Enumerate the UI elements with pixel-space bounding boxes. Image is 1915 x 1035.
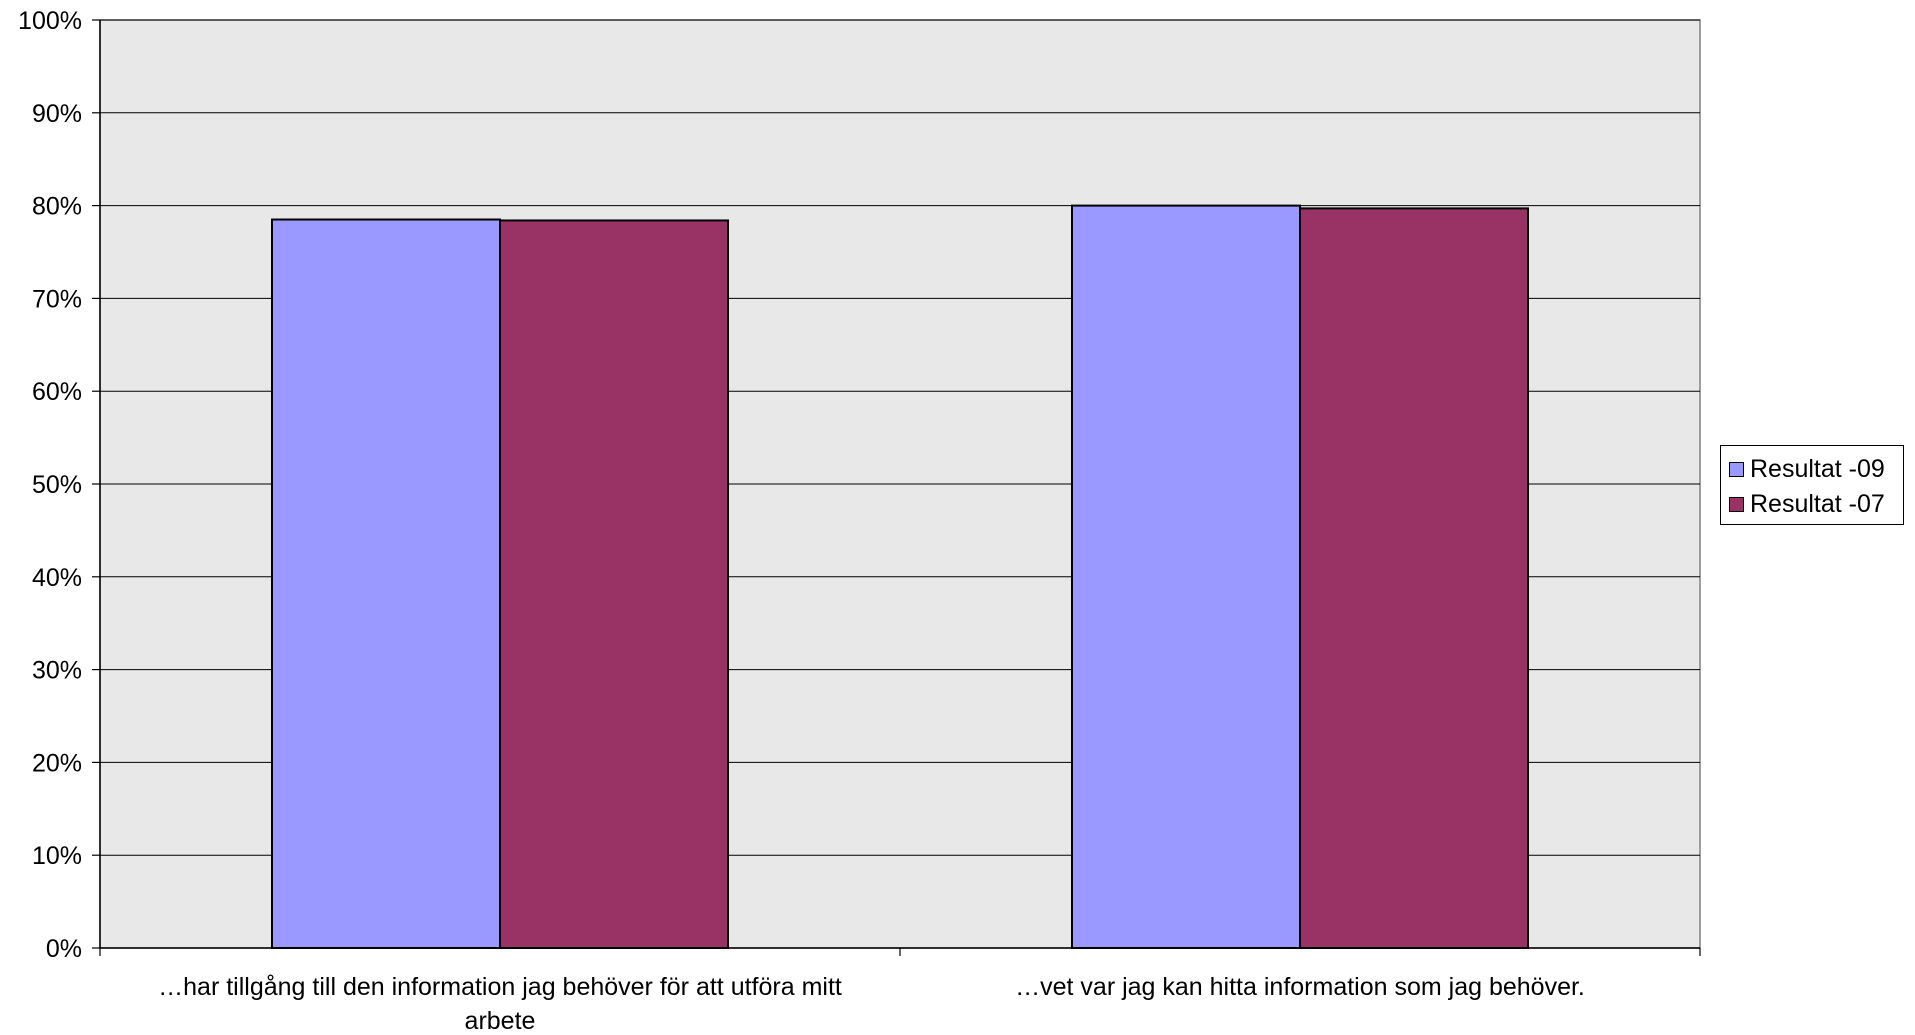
y-tick-label: 50% — [32, 471, 82, 499]
y-tick-label: 0% — [46, 935, 82, 963]
bar — [1299, 207, 1529, 950]
y-tick-label: 90% — [32, 100, 82, 128]
y-tick-label: 10% — [32, 842, 82, 870]
legend-swatch-series-2 — [1729, 497, 1744, 512]
legend-swatch-series-1 — [1729, 462, 1744, 477]
bar — [271, 218, 501, 949]
chart-legend: Resultat -09 Resultat -07 — [1720, 445, 1904, 525]
bar — [1071, 204, 1301, 950]
x-category-label: arbete — [465, 1007, 536, 1030]
y-tick-label: 100% — [18, 7, 82, 35]
y-tick-label: 40% — [32, 564, 82, 592]
y-tick-label: 70% — [32, 285, 82, 313]
legend-label-series-2: Resultat -07 — [1750, 490, 1885, 518]
y-tick-label: 20% — [32, 749, 82, 777]
bar — [499, 219, 729, 949]
y-tick-label: 60% — [32, 378, 82, 406]
x-category-label: …har tillgång till den information jag b… — [158, 973, 842, 1001]
legend-item-series-1: Resultat -09 — [1729, 452, 1903, 487]
x-category-label: …vet var jag kan hitta information som j… — [1015, 973, 1585, 1001]
y-tick-label: 80% — [32, 193, 82, 221]
legend-item-series-2: Resultat -07 — [1729, 487, 1903, 522]
legend-label-series-1: Resultat -09 — [1750, 455, 1885, 483]
y-tick-label: 30% — [32, 657, 82, 685]
